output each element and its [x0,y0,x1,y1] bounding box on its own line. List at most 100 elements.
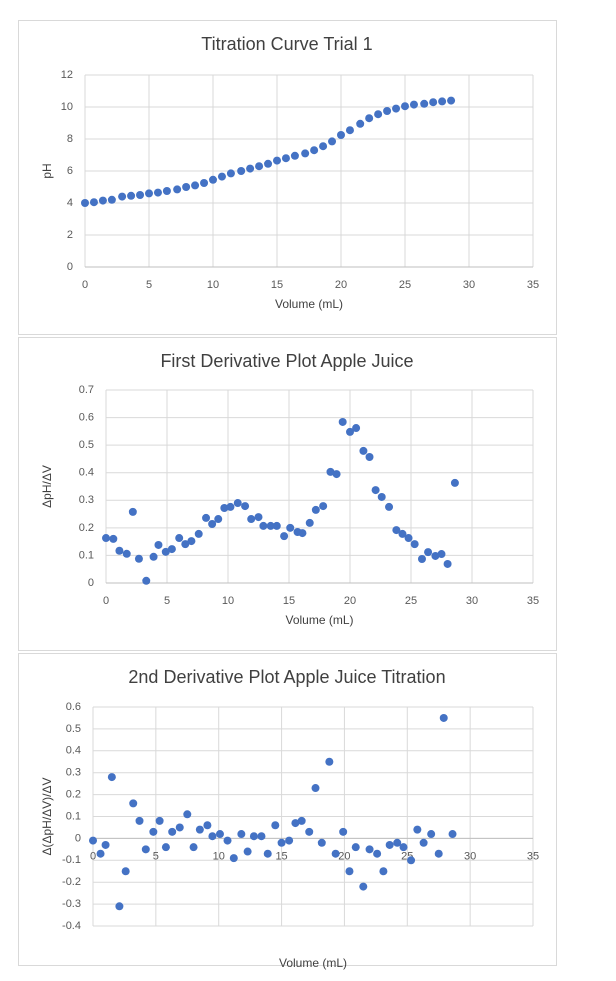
x-tick-label: 15 [275,850,287,862]
point [280,532,289,541]
point [305,827,314,836]
point [217,172,226,181]
point [399,843,408,852]
point [439,713,448,722]
point [226,169,235,178]
point [208,832,217,841]
x-tick-label: 0 [103,595,109,607]
x-tick-label: 20 [335,279,347,291]
point [202,513,211,522]
point [189,843,198,852]
y-tick-label: -0.4 [62,920,81,932]
point [154,540,163,549]
point [413,825,422,834]
point [383,107,392,115]
point [301,149,310,158]
x-tick-label: 5 [153,850,159,862]
point [291,819,300,828]
y-tick-label: 0.4 [66,745,81,757]
point [332,470,341,479]
point [223,836,232,845]
point [417,555,426,564]
point [373,849,382,858]
point [286,523,295,532]
x-axis-title: Volume (mL) [279,956,347,970]
y-tick-label: 0.3 [79,494,94,506]
point [351,843,360,852]
point [285,836,294,845]
point [153,188,162,197]
y-tick-label: 0.6 [79,411,94,423]
point [191,181,200,190]
x-tick-label: 35 [527,595,539,607]
point [149,552,158,561]
point [181,540,190,549]
y-tick-label: 0 [67,261,73,273]
point [352,424,361,433]
x-tick-label: 10 [222,595,234,607]
y-axis-title: pH [40,163,54,178]
point [371,486,380,495]
y-axis-title: ΔpH/ΔV [40,465,54,508]
y-tick-label: -0.3 [62,898,81,910]
point [437,550,446,559]
point [241,502,250,511]
x-tick-label: 20 [338,850,350,862]
point [102,534,110,543]
y-tick-label: 0.3 [66,767,81,779]
point [257,832,266,841]
point [145,189,153,198]
point [96,849,105,858]
y-tick-label: 6 [67,165,73,177]
point [115,902,124,911]
point [401,102,409,111]
point [247,515,256,524]
point [101,840,110,849]
x-tick-label: 35 [527,850,539,862]
point [107,195,116,204]
point [377,492,386,501]
point [243,847,252,856]
point [209,175,217,184]
chart-border [18,653,557,966]
point [81,199,89,207]
point [89,836,97,845]
point [443,559,452,568]
point [345,126,354,135]
point [168,827,177,836]
point [109,534,118,543]
y-tick-label: 0.6 [66,701,81,713]
x-tick-label: 20 [344,595,356,607]
y-tick-label: 0.2 [66,789,81,801]
chart-title: First Derivative Plot Apple Juice [160,351,413,371]
point [273,156,281,165]
point [385,840,394,849]
point [233,499,242,508]
point [420,99,429,108]
x-tick-label: 25 [405,595,417,607]
point [419,838,428,847]
point [203,821,212,830]
x-tick-label: 30 [464,850,476,862]
point [134,554,143,563]
y-tick-label: 4 [67,197,73,209]
point [200,179,209,187]
y-tick-label: 12 [61,69,73,81]
point [215,830,224,839]
y-tick-label: 8 [67,133,73,145]
point [359,882,368,891]
point [229,854,238,863]
point [162,187,171,195]
point [305,518,314,527]
x-tick-label: 30 [463,279,475,291]
point [118,192,127,201]
point [187,537,196,546]
point [263,849,272,858]
point [407,856,416,865]
point [173,185,182,194]
point [281,154,290,163]
point [427,830,436,839]
point [359,446,368,455]
point [319,502,328,511]
y-tick-label: 0.4 [79,467,94,479]
